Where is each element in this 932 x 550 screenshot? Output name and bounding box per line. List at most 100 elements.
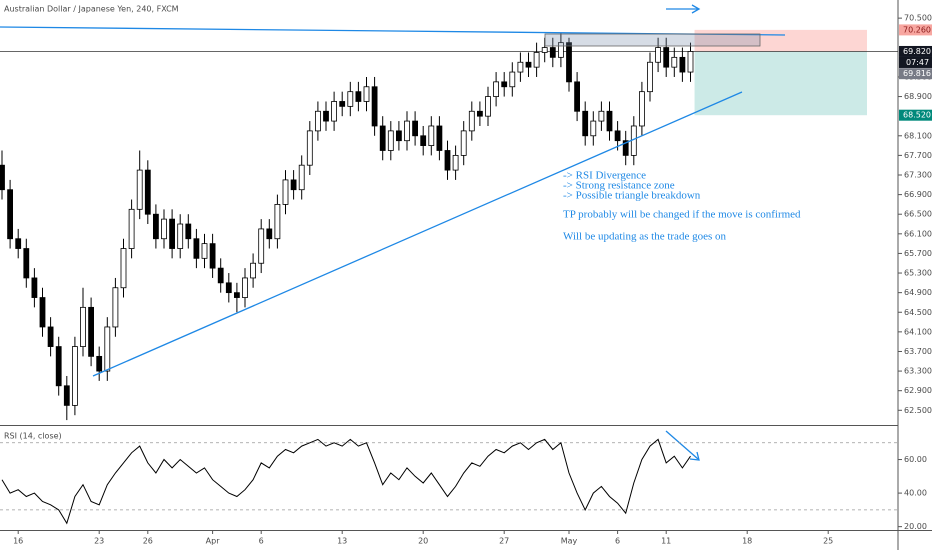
- y-tick-label: 66.100: [904, 229, 932, 238]
- target-zone: [694, 51, 867, 116]
- candle-body: [598, 110, 605, 122]
- candle-body: [566, 42, 572, 83]
- annotation: -> Strong resistance zone: [563, 180, 675, 192]
- candle-body: [258, 228, 265, 264]
- candle-body: [606, 110, 613, 132]
- x-tick-label: 20: [418, 537, 428, 546]
- candle-body: [541, 47, 548, 53]
- candle-body: [209, 243, 216, 269]
- y-tick-label: 64.900: [904, 288, 932, 297]
- y-tick-label: 64.500: [904, 308, 932, 317]
- candle-body: [339, 101, 346, 107]
- candle-body: [152, 213, 159, 240]
- y-tick-label: 62.500: [904, 406, 932, 415]
- candle-body: [80, 306, 86, 347]
- candle-body: [509, 71, 516, 88]
- candle-body: [225, 282, 232, 294]
- y-tick-label: 63.300: [904, 367, 932, 376]
- candle-body: [590, 120, 597, 137]
- candle-body: [549, 47, 556, 58]
- x-tick-label: May: [561, 537, 578, 546]
- candle-body: [671, 56, 678, 68]
- x-tick-label: 27: [499, 537, 509, 546]
- candle-body: [193, 238, 200, 259]
- candle-body: [55, 346, 62, 387]
- candle-body: [647, 61, 653, 93]
- y-tick-label: 70.500: [904, 14, 932, 23]
- candle-body: [444, 150, 451, 171]
- annotation: Will be updating as the trade goes on: [563, 231, 726, 243]
- candle-body: [501, 81, 508, 88]
- candle-body: [639, 91, 645, 127]
- candle-body: [185, 223, 192, 240]
- candle-body: [128, 208, 135, 249]
- candle-body: [274, 204, 281, 240]
- candle-body: [323, 110, 329, 122]
- candle-body: [363, 86, 370, 102]
- x-tick-label: Apr: [206, 537, 221, 546]
- candle-body: [201, 243, 208, 259]
- candle-body: [331, 101, 338, 122]
- candle-body: [23, 248, 30, 279]
- candle-body: [39, 297, 46, 328]
- candle-body: [233, 292, 240, 298]
- candle-body: [614, 130, 621, 142]
- y-tick-label: 62.900: [904, 386, 932, 395]
- y-tick-label: 68.100: [904, 131, 932, 140]
- candle-body: [355, 91, 362, 102]
- candle-body: [371, 86, 378, 127]
- price-label-box: [899, 24, 932, 36]
- candle-body: [468, 110, 475, 132]
- arrow-head: [689, 451, 700, 461]
- candle-body: [290, 179, 297, 191]
- candle-body: [387, 130, 394, 151]
- price-label: 70.260: [903, 25, 931, 34]
- candle-body: [161, 218, 167, 240]
- price-label-box: [899, 109, 932, 121]
- countdown: 07:47: [906, 58, 929, 67]
- resistance-zone: [544, 33, 761, 47]
- y-tick-label: 68.900: [904, 92, 932, 101]
- x-tick-label: 26: [143, 537, 153, 546]
- y-tick-label: 65.700: [904, 249, 932, 258]
- y-tick-label: 64.100: [904, 327, 932, 336]
- x-tick-label: 18: [742, 537, 752, 546]
- candle-body: [144, 169, 151, 215]
- rsi-title: RSI (14, close): [4, 432, 62, 441]
- y-tick-label: 66.900: [904, 190, 932, 199]
- candle-body: [663, 47, 670, 68]
- candle-body: [266, 228, 273, 240]
- price-label-box: [899, 45, 932, 57]
- y-tick-label: 67.300: [904, 171, 932, 180]
- candle-body: [306, 130, 313, 166]
- y-tick-label: 66.500: [904, 210, 932, 219]
- candle-body: [460, 130, 467, 156]
- support-trendline: [92, 91, 743, 377]
- candle-body: [136, 169, 143, 210]
- candle-body: [428, 125, 435, 146]
- candle-body: [622, 140, 629, 156]
- candle-body: [452, 154, 459, 171]
- candle-body: [88, 306, 94, 357]
- countdown-box: [899, 56, 932, 68]
- candle-body: [347, 91, 354, 107]
- candle-body: [250, 262, 257, 279]
- y-tick-label: 67.700: [904, 151, 932, 160]
- x-tick-label: 16: [13, 537, 23, 546]
- candle-body: [687, 51, 694, 73]
- candle-body: [120, 248, 127, 289]
- candle-body: [574, 81, 580, 112]
- candle-body: [517, 61, 524, 73]
- x-tick-label: 23: [94, 537, 104, 546]
- candle-body: [72, 346, 78, 406]
- candle-body: [485, 96, 491, 117]
- candle-body: [655, 47, 661, 63]
- x-tick-label: 6: [259, 537, 264, 546]
- rsi-tick-label: 40.00: [904, 489, 927, 498]
- candle-body: [104, 326, 111, 372]
- y-tick-label: 63.700: [904, 347, 932, 356]
- annotation: TP probably will be changed if the move …: [563, 209, 801, 221]
- candle-body: [242, 277, 248, 298]
